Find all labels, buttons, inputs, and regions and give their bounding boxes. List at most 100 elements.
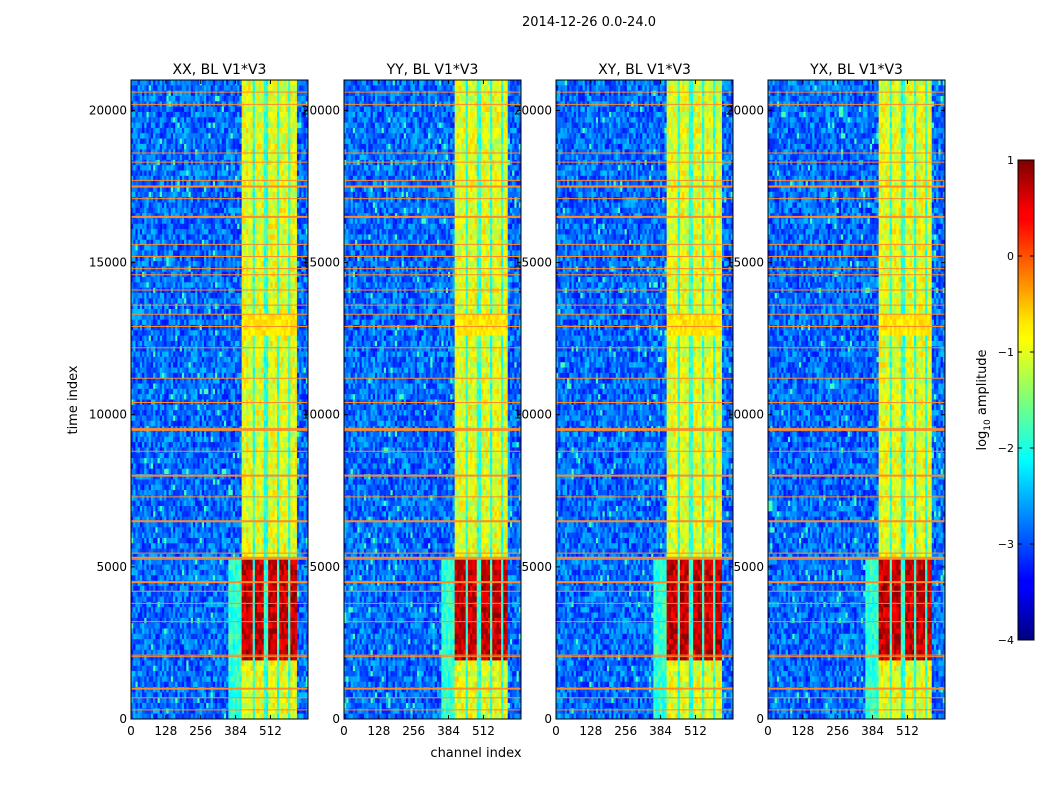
heatmap-cell	[186, 91, 189, 97]
heatmap-cell	[215, 117, 218, 123]
heatmap-cell	[171, 133, 174, 139]
heatmap-cell	[222, 112, 225, 118]
heatmap-cell	[304, 96, 307, 102]
heatmap-cell	[177, 117, 180, 123]
heatmap-cell	[277, 107, 280, 113]
heatmap-cell	[186, 139, 189, 145]
heatmap-cell	[250, 123, 253, 129]
heatmap-cell	[239, 123, 242, 129]
heatmap-cell	[177, 91, 180, 97]
heatmap-cell	[151, 133, 154, 139]
heatmap-cell	[293, 128, 296, 134]
heatmap-cell	[250, 128, 253, 134]
heatmap-cell	[268, 91, 271, 97]
heatmap-cell	[259, 123, 262, 129]
heatmap-cell	[142, 80, 145, 86]
heatmap-cell	[239, 112, 242, 118]
heatmap-cell	[259, 107, 262, 113]
heatmap-cell	[171, 117, 174, 123]
heatmap-cell	[304, 128, 307, 134]
heatmap-cell	[142, 123, 145, 129]
heatmap-cell	[142, 117, 145, 123]
heatmap-cell	[250, 133, 253, 139]
panel-1: XX, BL V1*V30 128 256 384 512050001000015000…	[89, 62, 309, 738]
heatmap-cell	[239, 117, 242, 123]
heatmap-cell	[206, 107, 209, 113]
heatmap-cell	[268, 107, 271, 113]
heatmap-cell	[233, 96, 236, 102]
heatmap-cell	[304, 85, 307, 91]
heatmap-cell	[284, 139, 287, 145]
heatmap-cell	[177, 133, 180, 139]
heatmap-cell	[171, 123, 174, 129]
heatmap-cell	[215, 96, 218, 102]
heatmap-cell	[293, 85, 296, 91]
heatmap-cell	[206, 85, 209, 91]
heatmap-cell	[142, 139, 145, 145]
heatmap-cell	[250, 139, 253, 145]
heatmap-cell	[162, 96, 165, 102]
heatmap-cell	[250, 112, 253, 118]
heatmap-cell	[186, 117, 189, 123]
heatmap-cell	[222, 96, 225, 102]
heatmap-cell	[259, 112, 262, 118]
heatmap-cell	[239, 91, 242, 97]
heatmap-cell	[239, 85, 242, 91]
heatmap-cell	[133, 117, 136, 123]
heatmap-cell	[284, 112, 287, 118]
heatmap-cell	[222, 107, 225, 113]
heatmap-cell	[171, 139, 174, 145]
heatmap-cell	[151, 139, 154, 145]
heatmap-cell	[142, 96, 145, 102]
heatmap-cell	[151, 123, 154, 129]
heatmap-cell	[206, 112, 209, 118]
heatmap-cell	[233, 91, 236, 97]
heatmap-cell	[268, 96, 271, 102]
heatmap-cell	[268, 128, 271, 134]
heatmap-cell	[259, 117, 262, 123]
heatmap-cell	[151, 128, 154, 134]
heatmap-cell	[133, 133, 136, 139]
heatmap-cell	[277, 80, 280, 86]
heatmap-cell	[239, 128, 242, 134]
heatmap-cell	[142, 85, 145, 91]
heatmap-cell	[277, 139, 280, 145]
heatmap-cell	[222, 117, 225, 123]
heatmap-cell	[222, 123, 225, 129]
heatmap-cell	[186, 133, 189, 139]
heatmap-cell	[239, 96, 242, 102]
heatmap-cell	[215, 91, 218, 97]
heatmap-cell	[195, 85, 198, 91]
heatmap-cell	[239, 107, 242, 113]
heatmap-cell	[250, 117, 253, 123]
heatmap-cell	[186, 123, 189, 129]
heatmap-cell	[215, 85, 218, 91]
heatmap-cell	[233, 80, 236, 86]
heatmap-cell	[259, 80, 262, 86]
heatmap-cell	[259, 85, 262, 91]
heatmap-cell	[206, 123, 209, 129]
heatmap-cell	[133, 128, 136, 134]
heatmap-cell	[171, 85, 174, 91]
heatmap-cell	[162, 133, 165, 139]
heatmap-cell	[151, 112, 154, 118]
heatmap-cell	[293, 91, 296, 97]
heatmap-cell	[171, 128, 174, 134]
heatmap-cell	[177, 85, 180, 91]
heatmap-cell	[171, 91, 174, 97]
heatmap-cell	[259, 91, 262, 97]
heatmap-cell	[233, 85, 236, 91]
heatmap-cell	[233, 117, 236, 123]
heatmap-cell	[206, 139, 209, 145]
heatmap-cell	[268, 112, 271, 118]
heatmap-cell	[162, 85, 165, 91]
heatmap-cell	[133, 91, 136, 97]
heatmap-cell	[293, 96, 296, 102]
heatmap-cell	[222, 80, 225, 86]
heatmap-cell	[277, 117, 280, 123]
heatmap-cell	[177, 123, 180, 129]
heatmap-cell	[162, 128, 165, 134]
heatmap-cell	[206, 133, 209, 139]
heatmap-cell	[222, 91, 225, 97]
heatmap-cell	[162, 112, 165, 118]
